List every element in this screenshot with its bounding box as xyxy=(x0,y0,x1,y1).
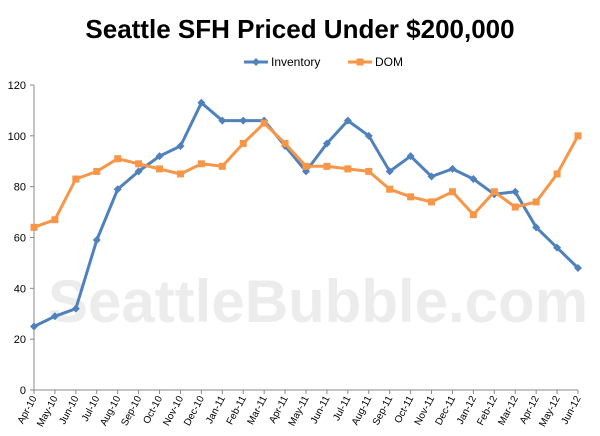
data-point xyxy=(197,98,206,107)
x-tick-label: Jun-11 xyxy=(309,394,333,426)
data-point xyxy=(135,160,143,168)
y-tick-label: 20 xyxy=(14,334,26,346)
data-point xyxy=(323,162,331,170)
data-point xyxy=(343,116,352,125)
data-point xyxy=(30,223,38,231)
data-point xyxy=(51,216,59,224)
x-tick-label: Jun-10 xyxy=(57,394,81,427)
data-point xyxy=(134,167,143,176)
data-point xyxy=(281,139,289,147)
x-tick-label: Dec-11 xyxy=(434,394,459,427)
x-tick-label: Sep-11 xyxy=(371,394,396,427)
watermark-text: SeattleBubble.com xyxy=(48,268,588,335)
x-tick-label: Mar-12 xyxy=(496,394,521,428)
data-point xyxy=(532,198,540,206)
series-dom xyxy=(30,119,582,231)
data-point xyxy=(239,139,247,147)
data-point xyxy=(72,175,80,183)
y-tick-label: 40 xyxy=(14,283,26,295)
data-point xyxy=(532,223,541,232)
data-point xyxy=(448,164,457,173)
x-tick-label: Jun-12 xyxy=(560,394,584,427)
data-point xyxy=(176,142,185,150)
legend-item-inventory: Inventory xyxy=(244,55,320,69)
legend-item-dom: DOM xyxy=(348,55,403,69)
data-point xyxy=(92,236,101,245)
x-tick-label: May-11 xyxy=(287,394,312,428)
data-point xyxy=(155,152,164,161)
series-inventory xyxy=(30,98,582,331)
data-point xyxy=(511,203,519,211)
data-point xyxy=(302,162,310,170)
data-point xyxy=(406,152,415,161)
chart-title: Seattle SFH Priced Under $200,000 xyxy=(85,14,514,44)
data-point xyxy=(50,312,59,321)
y-tick-label: 0 xyxy=(20,385,26,397)
data-point xyxy=(365,167,373,175)
data-point xyxy=(511,187,520,196)
y-tick-label: 60 xyxy=(14,233,26,245)
x-tick-label: Dec-10 xyxy=(182,394,207,428)
data-point xyxy=(469,175,478,184)
data-point xyxy=(30,322,38,331)
data-point xyxy=(553,170,561,178)
data-point xyxy=(218,116,227,125)
legend-label: Inventory xyxy=(271,55,320,69)
series-layer xyxy=(30,98,582,331)
y-tick-label: 120 xyxy=(8,80,26,92)
data-point xyxy=(156,165,164,173)
data-point xyxy=(197,160,205,168)
legend-marker xyxy=(356,58,364,66)
x-tick-label: Mar-11 xyxy=(246,394,270,427)
data-point xyxy=(490,188,498,196)
data-point xyxy=(344,165,352,173)
data-point xyxy=(574,132,582,140)
data-point xyxy=(113,185,122,194)
legend-label: DOM xyxy=(375,55,403,69)
data-point xyxy=(71,304,80,313)
x-tick-label: Jul-10 xyxy=(80,394,103,424)
data-point xyxy=(574,264,582,272)
data-point xyxy=(386,185,394,193)
data-point xyxy=(385,167,394,176)
x-tick-label: Jul-11 xyxy=(331,394,353,423)
y-tick-label: 80 xyxy=(14,182,26,194)
data-point xyxy=(469,211,477,219)
y-tick-label: 100 xyxy=(8,131,26,143)
axes: 020406080100120Apr-10May-10Jun-10Jul-10A… xyxy=(8,80,584,429)
data-point xyxy=(448,188,456,196)
data-point xyxy=(114,155,122,163)
legend: Inventory DOM xyxy=(244,55,403,69)
data-point xyxy=(239,116,248,125)
data-point xyxy=(176,170,184,178)
data-point xyxy=(553,243,562,252)
data-point xyxy=(364,131,373,140)
data-point xyxy=(322,139,331,148)
data-point xyxy=(428,198,436,206)
data-point xyxy=(218,162,226,170)
legend-marker xyxy=(252,58,260,66)
data-point xyxy=(93,167,101,175)
data-point xyxy=(407,193,415,201)
data-point xyxy=(260,119,268,127)
data-point xyxy=(427,172,436,181)
x-tick-label: Sep-10 xyxy=(119,394,144,428)
